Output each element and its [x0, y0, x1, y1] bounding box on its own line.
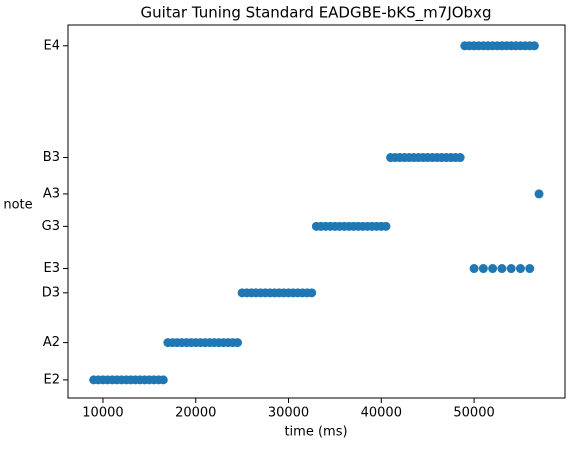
point: [455, 153, 465, 163]
plot-frame: [67, 24, 566, 399]
point: [158, 375, 168, 385]
y-axis-label: note: [3, 198, 32, 213]
y-tick-label: A2: [43, 335, 60, 350]
point: [525, 264, 535, 274]
chart-title: Guitar Tuning Standard EADGBE-bKS_m7JObx…: [141, 4, 492, 23]
y-tick-label: A3: [43, 186, 60, 201]
point: [469, 264, 479, 274]
point: [307, 288, 317, 298]
point: [488, 264, 498, 274]
x-tick-label: 40000: [361, 406, 402, 421]
point: [515, 264, 525, 274]
point: [233, 338, 243, 348]
x-tick-label: 20000: [175, 406, 216, 421]
point: [506, 264, 516, 274]
y-tick-label: E4: [44, 38, 61, 53]
point: [381, 221, 391, 231]
point: [497, 264, 507, 274]
y-tick-label: E3: [44, 261, 61, 276]
point: [534, 189, 544, 199]
x-axis-label: time (ms): [284, 425, 347, 440]
point: [478, 264, 488, 274]
x-tick-label: 50000: [453, 406, 494, 421]
y-tick-label: G3: [42, 219, 60, 234]
y-tick-label: E2: [44, 372, 61, 387]
x-tick-label: 10000: [82, 406, 123, 421]
x-tick-label: 30000: [268, 406, 309, 421]
y-tick-label: B3: [43, 150, 60, 165]
y-tick-label: D3: [42, 285, 60, 300]
point: [529, 41, 539, 51]
